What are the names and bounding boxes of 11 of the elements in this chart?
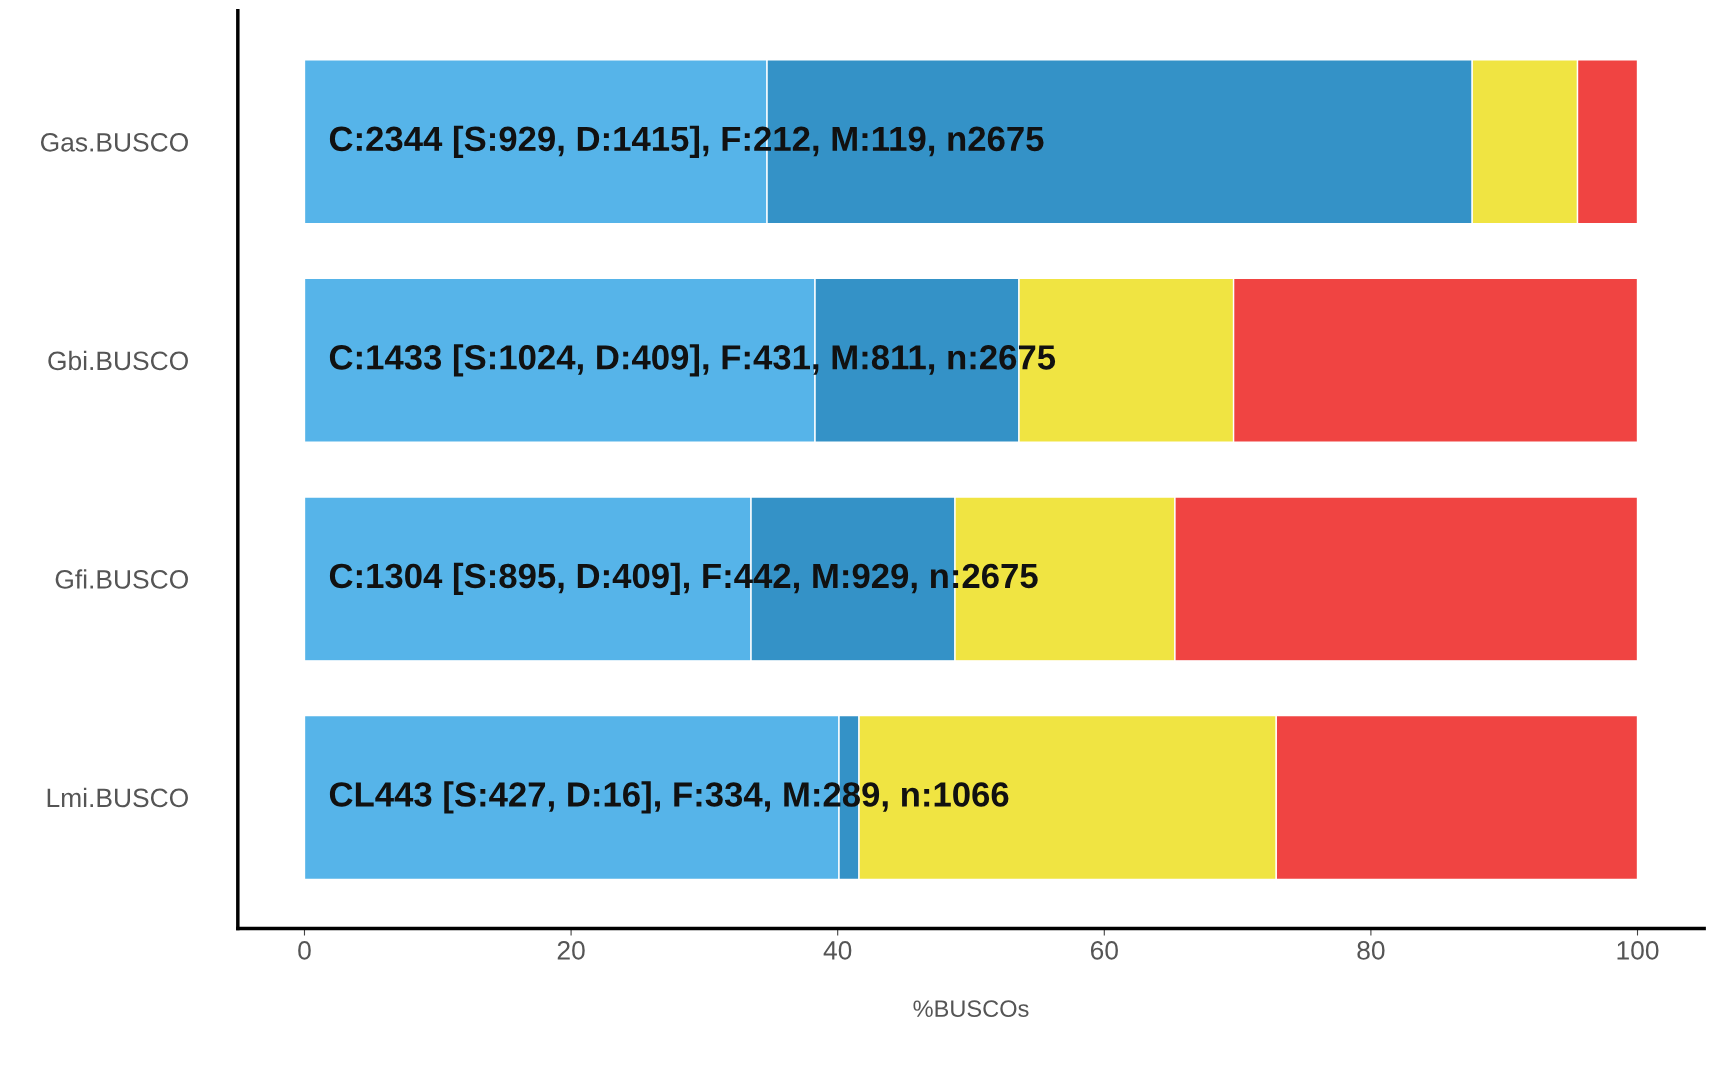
y-tick-label: Gbi.BUSCO bbox=[48, 350, 188, 371]
y-tick-label: Gas.BUSCO bbox=[40, 132, 188, 152]
x-tick-label: 100 bbox=[1617, 941, 1659, 960]
x-axis-title: %BUSCOs bbox=[913, 1000, 1029, 1018]
x-tick-label: 40 bbox=[823, 941, 852, 960]
y-tick-label: Lmi.BUSCO bbox=[47, 787, 188, 808]
x-tick-label: 80 bbox=[1357, 941, 1385, 960]
x-tick-label: 60 bbox=[1090, 941, 1118, 960]
y-tick-label: Gfi.BUSCO bbox=[55, 569, 188, 589]
x-tick-label: 0 bbox=[298, 941, 311, 960]
x-tick-label: 20 bbox=[557, 941, 585, 960]
